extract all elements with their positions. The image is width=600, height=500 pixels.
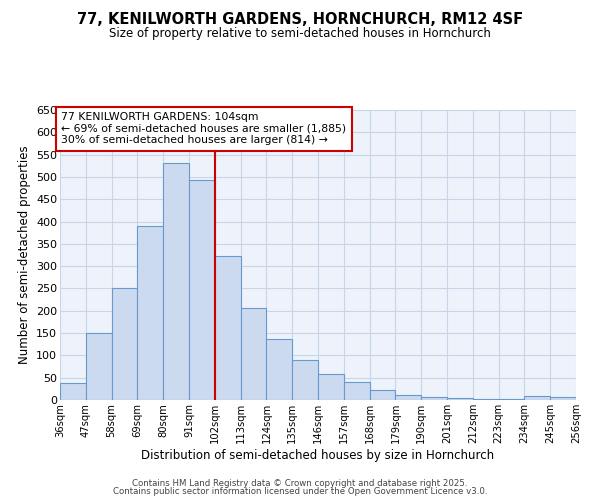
- Bar: [215, 256, 241, 400]
- Y-axis label: Number of semi-detached properties: Number of semi-detached properties: [17, 146, 31, 364]
- Bar: [344, 382, 370, 400]
- Bar: [473, 398, 499, 400]
- Bar: [421, 397, 447, 400]
- Text: 77 KENILWORTH GARDENS: 104sqm
← 69% of semi-detached houses are smaller (1,885)
: 77 KENILWORTH GARDENS: 104sqm ← 69% of s…: [61, 112, 346, 146]
- Bar: [163, 163, 189, 400]
- Bar: [137, 226, 163, 400]
- Bar: [499, 399, 524, 400]
- Bar: [241, 308, 266, 400]
- Bar: [266, 340, 292, 400]
- X-axis label: Distribution of semi-detached houses by size in Hornchurch: Distribution of semi-detached houses by …: [142, 448, 494, 462]
- Bar: [292, 360, 318, 400]
- Bar: [318, 374, 344, 400]
- Bar: [60, 383, 86, 400]
- Bar: [86, 333, 112, 400]
- Bar: [370, 390, 395, 400]
- Text: Contains HM Land Registry data © Crown copyright and database right 2025.: Contains HM Land Registry data © Crown c…: [132, 478, 468, 488]
- Text: Contains public sector information licensed under the Open Government Licence v3: Contains public sector information licen…: [113, 487, 487, 496]
- Bar: [112, 288, 137, 400]
- Bar: [447, 398, 473, 400]
- Bar: [189, 180, 215, 400]
- Text: 77, KENILWORTH GARDENS, HORNCHURCH, RM12 4SF: 77, KENILWORTH GARDENS, HORNCHURCH, RM12…: [77, 12, 523, 28]
- Bar: [550, 398, 576, 400]
- Bar: [524, 396, 550, 400]
- Text: Size of property relative to semi-detached houses in Hornchurch: Size of property relative to semi-detach…: [109, 28, 491, 40]
- Bar: [395, 394, 421, 400]
